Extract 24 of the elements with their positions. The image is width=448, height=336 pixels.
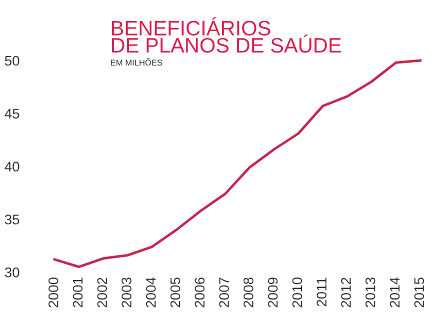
y-tick-label: 40 <box>4 162 20 172</box>
x-tick-label: 2008 <box>244 278 254 308</box>
x-tick-label: 2010 <box>292 278 302 308</box>
line-series <box>53 59 422 268</box>
x-tick-label: 2011 <box>316 278 327 306</box>
x-tick-label: 2007 <box>219 278 229 308</box>
x-tick-label: 2002 <box>97 278 108 308</box>
chart-title: BENEFICIÁRIOS DE PLANOS DE SAÚDE <box>112 17 341 53</box>
x-tick-label: 2003 <box>122 278 132 308</box>
y-tick-label: 30 <box>4 267 20 278</box>
x-tick-label: 2015 <box>414 278 424 308</box>
x-tick-label: 2000 <box>48 278 58 308</box>
y-tick-label: 45 <box>4 108 20 119</box>
x-tick-label: 2009 <box>268 278 278 308</box>
x-tick-label: 2012 <box>341 278 351 308</box>
x-tick-label: 2014 <box>390 277 400 308</box>
x-tick-label: 2013 <box>365 278 376 308</box>
x-tick-label: 2006 <box>194 278 205 308</box>
x-tick-label: 2001 <box>72 278 83 308</box>
chart-subtitle: EM MILHÕES <box>110 58 162 66</box>
x-tick-label: 2004 <box>146 277 156 308</box>
y-tick-label: 35 <box>4 214 20 224</box>
x-tick-label: 2005 <box>170 278 180 308</box>
y-tick-label: 50 <box>4 56 20 66</box>
